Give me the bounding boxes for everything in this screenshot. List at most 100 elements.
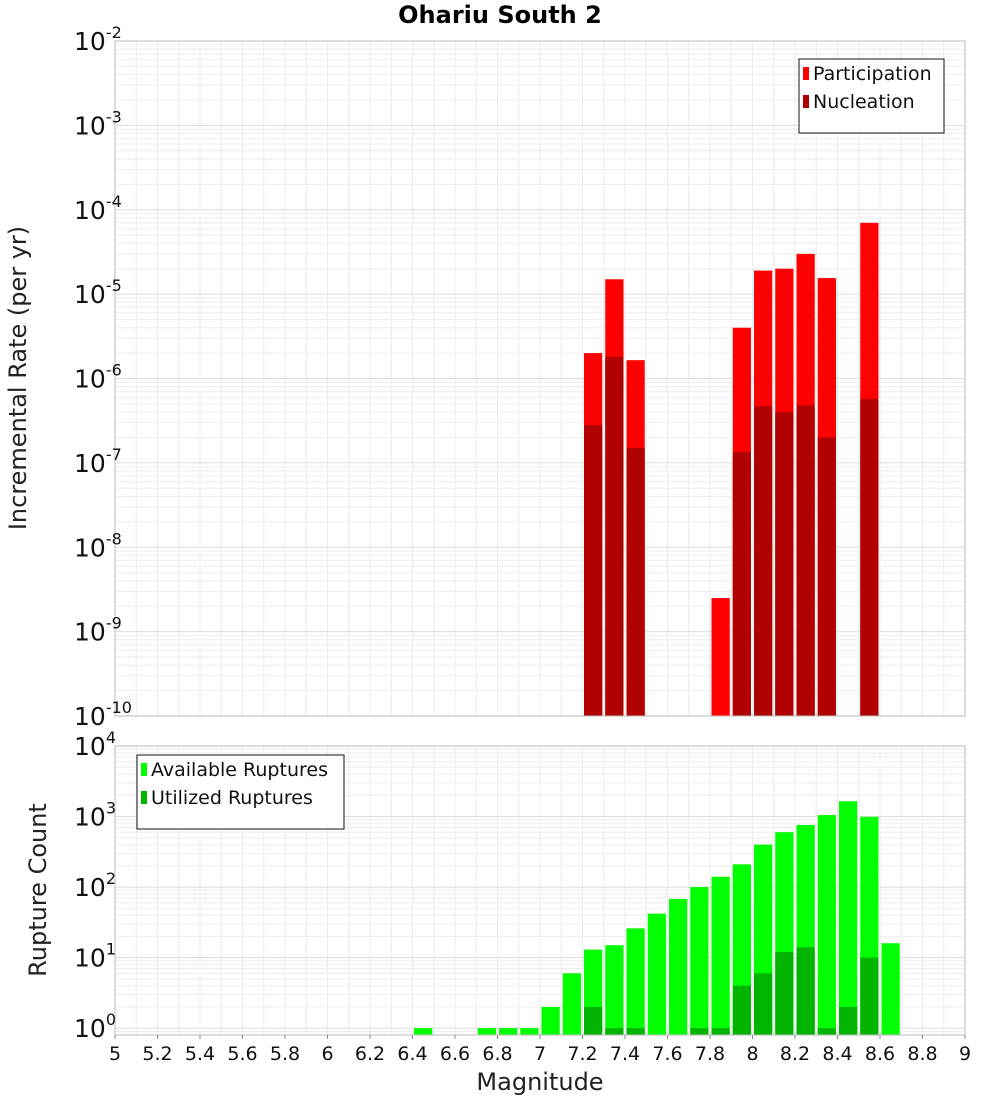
count-bar-utilized-ruptures (775, 952, 794, 1035)
count-bars (414, 801, 900, 1035)
rate-legend-label: Participation (813, 63, 932, 85)
count-bar-available-ruptures (499, 1028, 518, 1035)
x-tick-label: 5.4 (185, 1043, 215, 1065)
rate-y-tick-label: 10-5 (74, 276, 122, 309)
rate-bar-nucleation (860, 399, 879, 716)
count-bar-utilized-ruptures (605, 1028, 624, 1035)
count-bar-available-ruptures (817, 815, 836, 1035)
chart-title: Ohariu South 2 (398, 1, 602, 29)
rate-bar-nucleation (754, 406, 773, 716)
x-tick-label: 7.4 (610, 1043, 640, 1065)
x-tick-label: 6.8 (482, 1043, 512, 1065)
count-y-axis-label: Rupture Count (24, 803, 52, 977)
rate-grid (114, 41, 966, 717)
x-tick-label: 8 (746, 1043, 758, 1065)
count-bar-available-ruptures (541, 1006, 560, 1035)
rate-legend-swatch (803, 67, 809, 80)
x-tick-label: 5.8 (270, 1043, 300, 1065)
rate-bars (584, 222, 879, 716)
tick-exponent: 3 (106, 799, 116, 818)
count-bar-available-ruptures (711, 876, 730, 1035)
rate-panel: 10-10 10-9 10-8 10-7 10-6 10-5 10-4 10-3 10-2 Pa… (4, 1, 966, 731)
rate-bar-participation (711, 598, 730, 716)
rate-bar-nucleation (626, 448, 645, 716)
rate-bar-nucleation (796, 405, 815, 716)
count-bar-available-ruptures (414, 1028, 433, 1035)
rate-y-tick-label: 10-8 (74, 529, 122, 562)
rate-y-axis-label: Incremental Rate (per yr) (4, 226, 32, 530)
rate-bar-nucleation (605, 356, 624, 716)
x-tick-label: 6 (321, 1043, 333, 1065)
rate-bar-nucleation (584, 425, 603, 716)
rate-legend-swatch (803, 95, 809, 108)
x-tick-label: 5 (109, 1043, 121, 1065)
count-bar-utilized-ruptures (711, 1028, 730, 1035)
count-bar-available-ruptures (881, 943, 900, 1035)
count-bar-available-ruptures (605, 945, 624, 1035)
x-tick-label: 8.4 (822, 1043, 852, 1065)
count-y-tick-label: 100 (74, 1010, 116, 1043)
rate-y-tick-label: 10-9 (74, 614, 122, 647)
count-bar-available-ruptures (690, 887, 709, 1035)
x-tick-label: 6.4 (397, 1043, 427, 1065)
count-y-tick-label: 102 (74, 869, 116, 902)
count-bar-utilized-ruptures (796, 947, 815, 1035)
count-bar-utilized-ruptures (584, 1006, 603, 1035)
count-y-tick-label: 101 (74, 940, 116, 973)
rate-plot-frame (114, 40, 966, 717)
rate-legend-box (798, 58, 945, 134)
rate-y-tick-label: 10-2 (74, 23, 122, 56)
count-bar-available-ruptures (477, 1028, 496, 1035)
tick-exponent: 4 (106, 728, 116, 747)
count-bar-available-ruptures (647, 913, 666, 1035)
tick-exponent: 2 (106, 869, 116, 888)
count-bar-available-ruptures (520, 1028, 539, 1035)
tick-exponent: -6 (106, 361, 122, 380)
count-legend-swatch (141, 763, 147, 776)
x-tick-label: 5.2 (142, 1043, 172, 1065)
tick-exponent: -9 (106, 614, 122, 633)
tick-exponent: -3 (106, 107, 122, 126)
rate-y-tick-label: 10-7 (74, 445, 122, 478)
rate-legend-label: Nucleation (813, 91, 915, 113)
tick-exponent: -7 (106, 445, 122, 464)
count-bar-available-ruptures (562, 973, 581, 1035)
x-tick-label: 7.8 (695, 1043, 725, 1065)
tick-exponent: 0 (106, 1010, 116, 1029)
rate-y-ticks: 10-10 10-9 10-8 10-7 10-6 10-5 10-4 10-3 10-2 (74, 23, 132, 731)
x-axis-label: Magnitude (476, 1068, 603, 1096)
x-tick-label: 5.6 (227, 1043, 257, 1065)
rate-y-tick-label: 10-4 (74, 192, 122, 225)
x-tick-label: 8.2 (780, 1043, 810, 1065)
rate-y-tick-label: 10-6 (74, 361, 122, 394)
count-legend-label: Utilized Ruptures (151, 787, 313, 809)
tick-exponent: -5 (106, 276, 122, 295)
count-bar-utilized-ruptures (626, 1028, 645, 1035)
count-bar-utilized-ruptures (860, 957, 879, 1035)
rate-bar-nucleation (732, 451, 751, 716)
tick-exponent: -10 (106, 698, 132, 717)
tick-exponent: -8 (106, 529, 122, 548)
tick-exponent: 1 (106, 940, 116, 959)
count-bar-utilized-ruptures (754, 973, 773, 1035)
count-legend-swatch (141, 791, 147, 804)
x-tick-label: 9 (959, 1043, 971, 1065)
x-tick-label: 8.8 (907, 1043, 937, 1065)
count-bar-utilized-ruptures (690, 1028, 709, 1035)
tick-exponent: -2 (106, 23, 122, 42)
x-axis-ticks: 5 5.2 5.4 5.6 5.8 6 6.2 6.4 6.6 6.8 7 7.2 7.4 7.6 7.8 8… (109, 1035, 971, 1065)
x-tick-label: 7.6 (652, 1043, 682, 1065)
count-legend: Available Ruptures Utilized Ruptures (136, 754, 345, 830)
x-tick-label: 7 (534, 1043, 546, 1065)
count-bar-utilized-ruptures (732, 985, 751, 1035)
count-bar-available-ruptures (839, 801, 858, 1035)
rate-y-tick-label: 10-3 (74, 107, 122, 140)
count-bar-utilized-ruptures (839, 1006, 858, 1035)
rate-bar-nucleation (775, 412, 794, 716)
x-tick-label: 8.6 (865, 1043, 895, 1065)
count-y-tick-label: 103 (74, 799, 116, 832)
rate-bar-nucleation (817, 437, 836, 716)
count-bar-available-ruptures (669, 898, 688, 1035)
